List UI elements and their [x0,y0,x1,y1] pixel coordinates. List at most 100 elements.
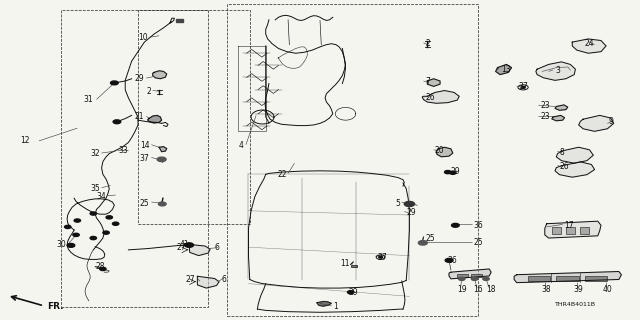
Text: 39: 39 [574,284,584,293]
Polygon shape [555,162,595,177]
Circle shape [157,157,166,162]
Text: 12: 12 [20,136,29,145]
Polygon shape [449,269,491,279]
Polygon shape [317,301,332,306]
Polygon shape [579,116,614,131]
Circle shape [113,120,121,124]
Circle shape [67,244,75,247]
Circle shape [103,231,109,234]
Bar [138,10,250,224]
Bar [566,227,575,234]
Circle shape [404,201,415,206]
Circle shape [379,256,383,258]
Text: 11: 11 [340,259,349,268]
Circle shape [184,243,193,247]
Text: 34: 34 [96,192,106,201]
Text: 14: 14 [140,141,150,150]
Polygon shape [159,147,167,152]
Text: 18: 18 [486,284,496,293]
Polygon shape [153,71,167,79]
Text: 35: 35 [90,184,100,193]
Text: 19: 19 [457,284,467,293]
Text: 36: 36 [473,221,483,230]
Bar [580,227,589,234]
Circle shape [106,216,113,219]
Text: 6: 6 [214,243,220,252]
Bar [552,227,561,234]
Text: 5: 5 [395,198,400,207]
Circle shape [90,212,97,215]
Text: 36: 36 [448,256,458,265]
Text: 29: 29 [406,208,416,217]
Text: 23: 23 [540,113,550,122]
Text: 31: 31 [84,95,93,104]
Text: 6: 6 [221,275,226,284]
Text: 24: 24 [585,39,595,48]
Polygon shape [176,19,182,22]
Text: 16: 16 [474,284,483,293]
Bar [61,10,208,307]
Text: 28: 28 [95,262,105,271]
Text: 17: 17 [564,221,573,230]
Circle shape [65,225,71,228]
Polygon shape [536,62,575,80]
Text: 4: 4 [239,141,243,150]
Text: 25: 25 [473,238,483,247]
Polygon shape [189,244,210,256]
Text: 20: 20 [435,146,445,155]
Text: 22: 22 [277,170,287,179]
Polygon shape [197,276,219,288]
Polygon shape [545,221,601,238]
Circle shape [111,81,118,85]
Bar [227,4,477,316]
Text: 23: 23 [540,101,550,110]
Text: 2: 2 [146,87,151,96]
Text: 9: 9 [609,117,614,126]
Text: 30: 30 [56,240,66,249]
Text: 21: 21 [135,113,145,122]
Polygon shape [436,147,453,157]
Circle shape [483,277,489,280]
Circle shape [113,222,119,225]
Text: 25: 25 [426,234,435,243]
Text: 29: 29 [349,288,358,297]
Bar [458,274,467,277]
Bar [556,276,579,281]
Text: 41: 41 [179,240,189,249]
Text: 27: 27 [176,243,186,252]
Polygon shape [514,271,621,283]
Polygon shape [422,91,460,103]
Text: 26: 26 [426,93,435,102]
Circle shape [450,171,456,174]
Text: 3: 3 [555,66,560,75]
Polygon shape [572,39,606,53]
Polygon shape [555,105,568,110]
Circle shape [419,241,428,245]
Text: 38: 38 [542,284,552,293]
Polygon shape [148,116,162,123]
Text: 32: 32 [90,149,100,158]
Bar [471,274,481,277]
Text: 27: 27 [186,275,195,284]
Text: 37: 37 [378,253,387,262]
Text: 1: 1 [333,302,337,311]
Text: FR.: FR. [47,302,63,311]
Circle shape [90,236,97,240]
Circle shape [445,171,451,174]
Circle shape [521,86,525,88]
Circle shape [452,223,460,227]
Circle shape [471,277,477,280]
Text: THR4B4011B: THR4B4011B [555,301,596,307]
Text: 2: 2 [426,39,430,48]
Text: 26: 26 [559,162,569,171]
Polygon shape [556,147,593,163]
Circle shape [73,233,79,236]
Text: 40: 40 [602,284,612,293]
Text: 25: 25 [140,198,150,207]
Bar [585,276,607,281]
Text: 33: 33 [119,146,129,155]
Circle shape [74,219,81,222]
Text: 37: 37 [140,154,150,163]
Text: 37: 37 [518,82,528,91]
Bar [351,265,357,268]
